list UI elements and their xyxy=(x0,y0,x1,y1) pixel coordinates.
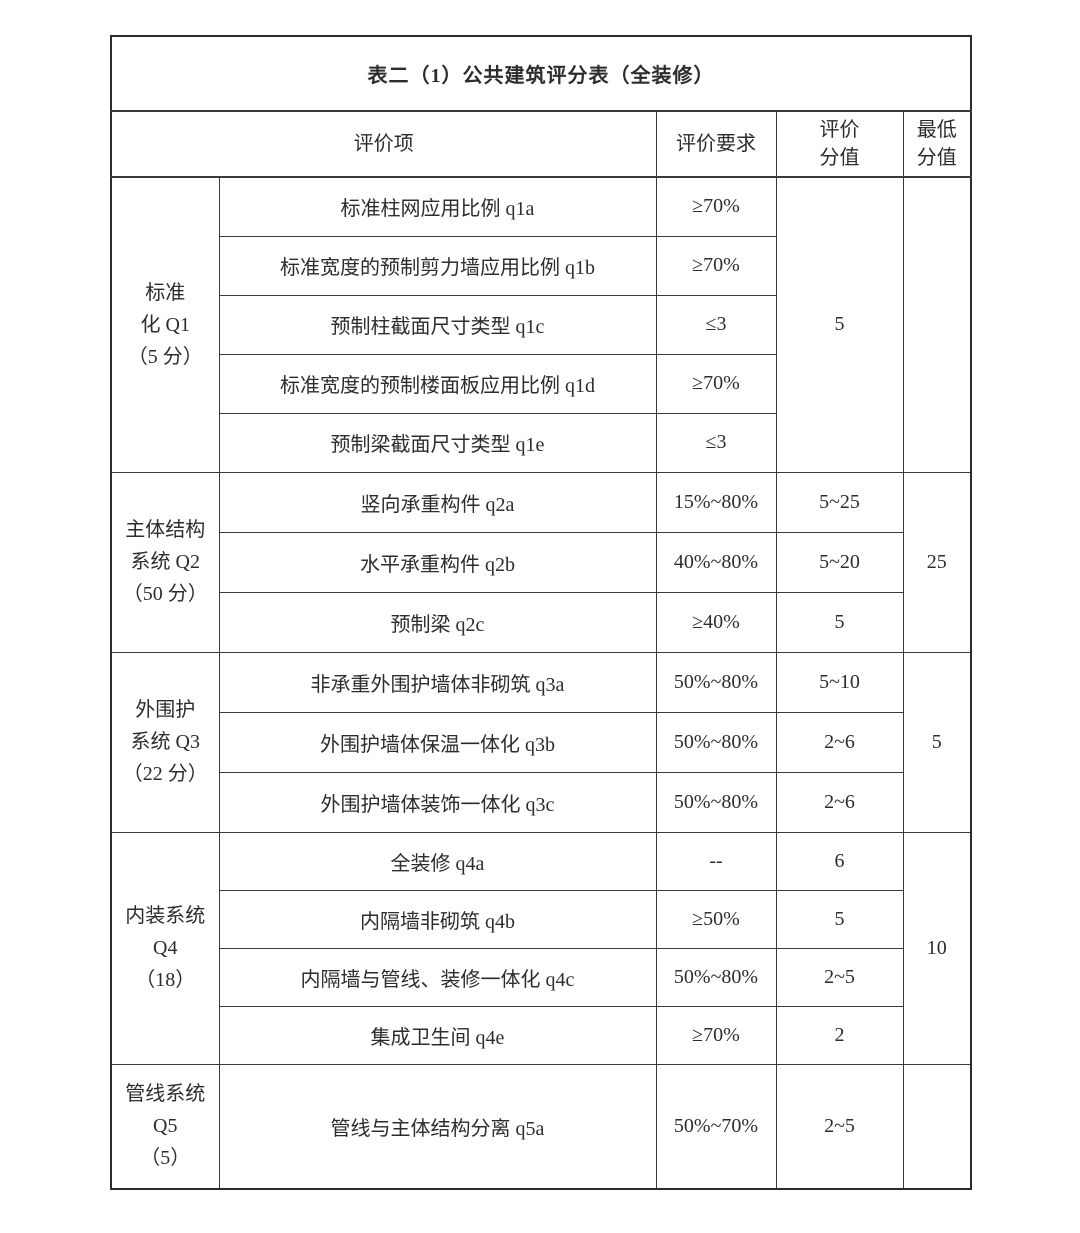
requirement-cell: 50%~80% xyxy=(655,651,777,713)
group-label-q5: 管线系统 Q5 （5） xyxy=(110,1063,220,1190)
requirement-cell: ≥70% xyxy=(655,353,777,414)
group-label-q3: 外围护 系统 Q3 （22 分） xyxy=(110,651,220,833)
item-cell: 预制梁截面尺寸类型 q1e xyxy=(218,412,657,473)
table-row: 管线系统 Q5 （5） 管线与主体结构分离 q5a 50%~70% 2~5 xyxy=(110,1063,972,1190)
score-cell: 5~25 xyxy=(775,471,904,533)
group-label-q2: 主体结构 系统 Q2 （50 分） xyxy=(110,471,220,653)
header-min-score: 最低 分值 xyxy=(902,110,972,178)
header-item: 评价项 xyxy=(110,110,657,178)
min-score-q3: 5 xyxy=(902,651,972,833)
table-row: 预制柱截面尺寸类型 q1c ≤3 xyxy=(111,294,971,355)
score-cell: 2~5 xyxy=(775,1063,904,1190)
scoring-table-container: 表二（1）公共建筑评分表（全装修） 评价项 评价要求 评价 分值 最低 分值 标… xyxy=(110,35,973,1190)
header-score: 评价 分值 xyxy=(775,110,904,178)
item-cell: 标准柱网应用比例 q1a xyxy=(218,176,657,237)
min-score-q1 xyxy=(902,176,972,473)
table-row: 标准宽度的预制楼面板应用比例 q1d ≥70% xyxy=(111,353,971,414)
item-cell: 非承重外围护墙体非砌筑 q3a xyxy=(218,651,657,713)
public-building-scoring-table: 表二（1）公共建筑评分表（全装修） 评价项 评价要求 评价 分值 最低 分值 标… xyxy=(110,35,973,1190)
requirement-cell: ≤3 xyxy=(655,412,777,473)
title-row: 表二（1）公共建筑评分表（全装修） xyxy=(110,35,972,112)
table-row: 标准 化 Q1 （5 分） 标准柱网应用比例 q1a ≥70% 5 xyxy=(110,176,972,473)
item-cell: 竖向承重构件 q2a xyxy=(218,471,657,533)
score-cell: 2 xyxy=(775,1005,904,1065)
table-row: 内隔墙非砌筑 q4b ≥50% 5 xyxy=(111,889,971,949)
item-cell: 管线与主体结构分离 q5a xyxy=(218,1063,657,1190)
group-label-q4: 内装系统 Q4 （18） xyxy=(110,831,220,1065)
item-cell: 集成卫生间 q4e xyxy=(218,1005,657,1065)
item-cell: 标准宽度的预制楼面板应用比例 q1d xyxy=(218,353,657,414)
requirement-cell: 40%~80% xyxy=(655,531,777,593)
score-cell: 2~5 xyxy=(775,947,904,1007)
table-row: 水平承重构件 q2b 40%~80% 5~20 xyxy=(111,531,971,593)
table-row: 内装系统 Q4 （18） 全装修 q4a -- 6 10 xyxy=(110,831,972,1065)
requirement-cell: ≤3 xyxy=(655,294,777,355)
table-row: 集成卫生间 q4e ≥70% 2 xyxy=(111,1005,971,1065)
item-cell: 全装修 q4a xyxy=(218,831,657,891)
group-score-q1: 5 xyxy=(775,176,904,473)
item-cell: 预制梁 q2c xyxy=(218,591,657,653)
item-cell: 标准宽度的预制剪力墙应用比例 q1b xyxy=(218,235,657,296)
requirement-cell: ≥40% xyxy=(655,591,777,653)
min-score-q5 xyxy=(902,1063,972,1190)
score-cell: 5~20 xyxy=(775,531,904,593)
requirement-cell: 50%~70% xyxy=(655,1063,777,1190)
requirement-cell: 50%~80% xyxy=(655,711,777,773)
requirement-cell: 50%~80% xyxy=(655,947,777,1007)
item-cell: 预制柱截面尺寸类型 q1c xyxy=(218,294,657,355)
header-requirement: 评价要求 xyxy=(655,110,777,178)
score-cell: 5~10 xyxy=(775,651,904,713)
item-cell: 外围护墙体保温一体化 q3b xyxy=(218,711,657,773)
requirement-cell: ≥70% xyxy=(655,1005,777,1065)
table-row: 外围护 系统 Q3 （22 分） 非承重外围护墙体非砌筑 q3a 50%~80%… xyxy=(110,651,972,833)
item-cell: 外围护墙体装饰一体化 q3c xyxy=(218,771,657,833)
requirement-cell: -- xyxy=(655,831,777,891)
requirement-cell: ≥70% xyxy=(655,235,777,296)
item-cell: 水平承重构件 q2b xyxy=(218,531,657,593)
header-row: 评价项 评价要求 评价 分值 最低 分值 xyxy=(110,110,972,178)
score-cell: 6 xyxy=(775,831,904,891)
table-row: 预制梁 q2c ≥40% 5 xyxy=(111,591,971,653)
score-cell: 2~6 xyxy=(775,771,904,833)
table-row: 外围护墙体装饰一体化 q3c 50%~80% 2~6 xyxy=(111,771,971,833)
item-cell: 内隔墙与管线、装修一体化 q4c xyxy=(218,947,657,1007)
table-row: 主体结构 系统 Q2 （50 分） 竖向承重构件 q2a 15%~80% 5~2… xyxy=(110,471,972,653)
table-row: 外围护墙体保温一体化 q3b 50%~80% 2~6 xyxy=(111,711,971,773)
score-cell: 5 xyxy=(775,591,904,653)
table-row: 标准宽度的预制剪力墙应用比例 q1b ≥70% xyxy=(111,235,971,296)
table-row: 预制梁截面尺寸类型 q1e ≤3 xyxy=(111,412,971,473)
requirement-cell: ≥50% xyxy=(655,889,777,949)
score-cell: 2~6 xyxy=(775,711,904,773)
requirement-cell: 15%~80% xyxy=(655,471,777,533)
group-label-q1: 标准 化 Q1 （5 分） xyxy=(110,176,220,473)
table-row: 内隔墙与管线、装修一体化 q4c 50%~80% 2~5 xyxy=(111,947,971,1007)
requirement-cell: ≥70% xyxy=(655,176,777,237)
min-score-q4: 10 xyxy=(902,831,972,1065)
table-title: 表二（1）公共建筑评分表（全装修） xyxy=(110,35,972,112)
score-cell: 5 xyxy=(775,889,904,949)
item-cell: 内隔墙非砌筑 q4b xyxy=(218,889,657,949)
min-score-q2: 25 xyxy=(902,471,972,653)
requirement-cell: 50%~80% xyxy=(655,771,777,833)
